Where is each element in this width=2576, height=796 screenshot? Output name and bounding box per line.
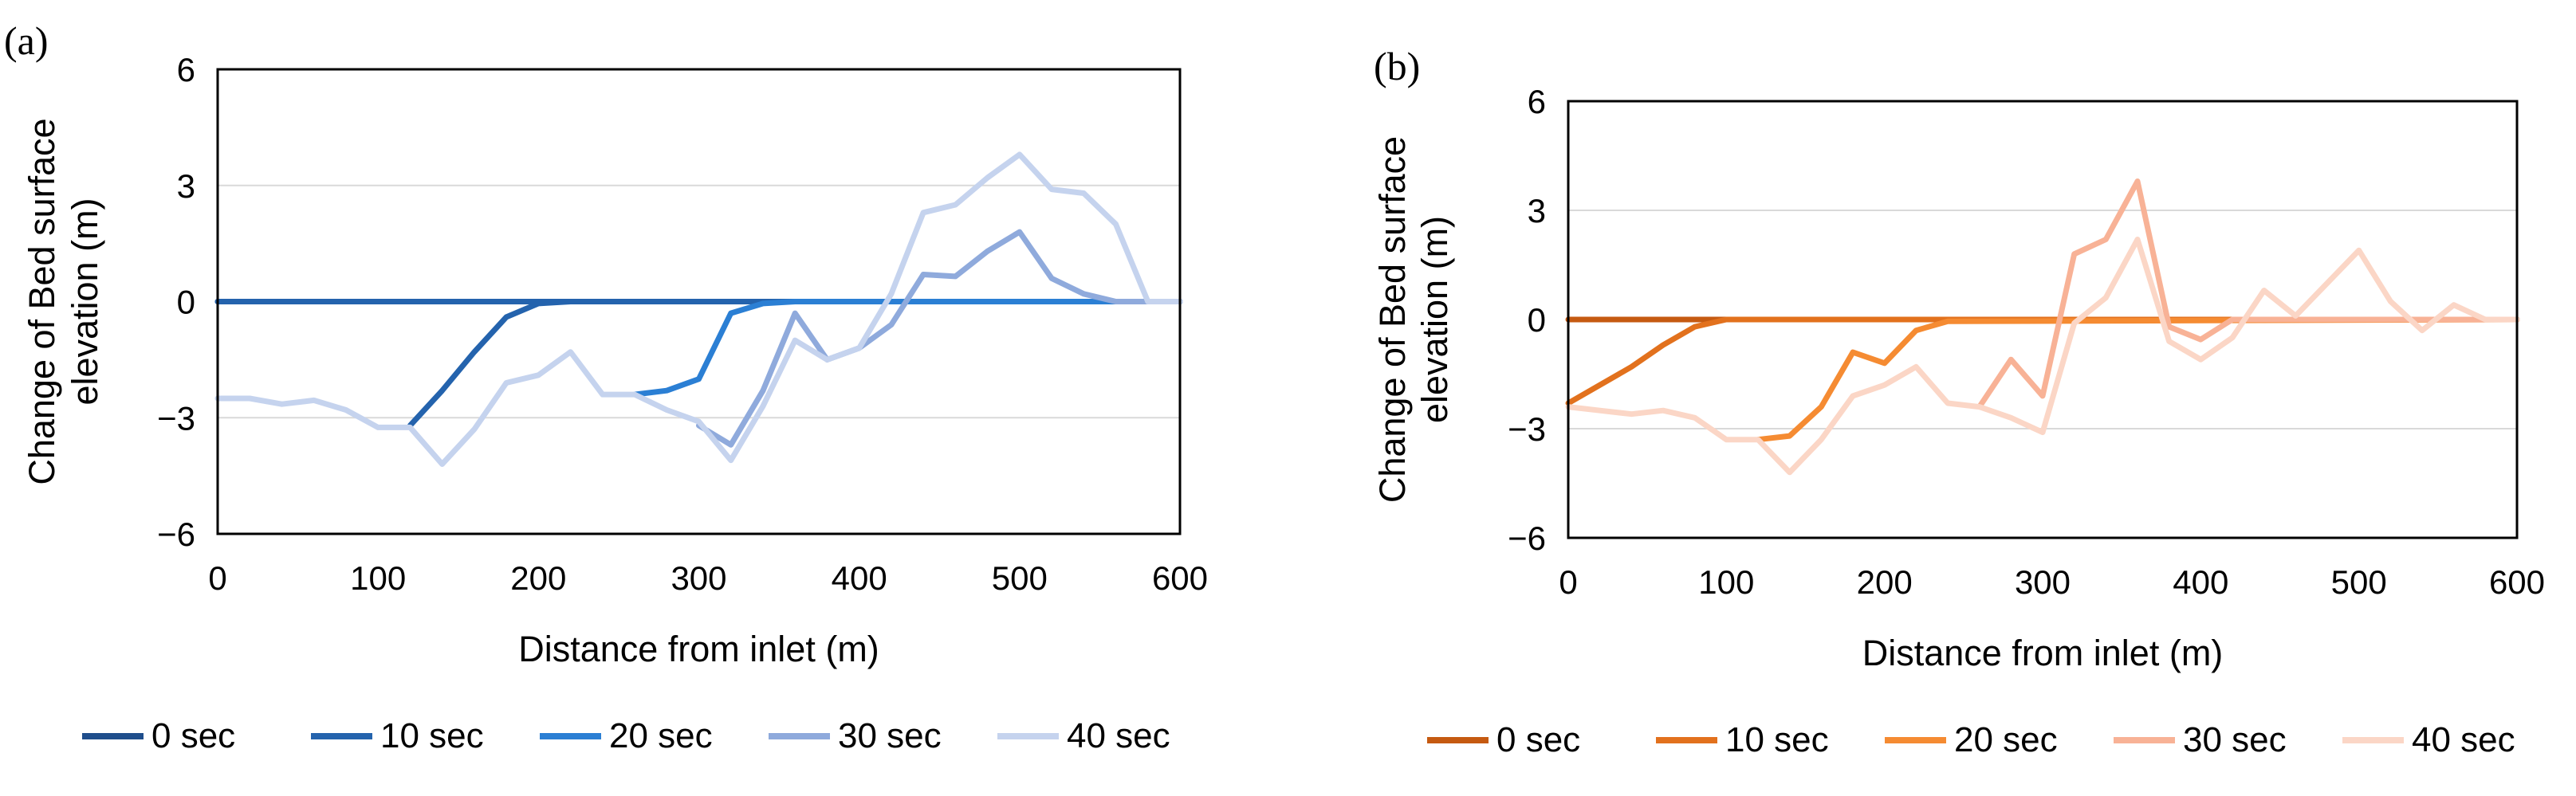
y-tick-label: 6 — [1528, 83, 1546, 120]
legend-label: 30 sec — [2183, 720, 2287, 759]
y-tick-label: 3 — [1528, 192, 1546, 229]
series-line-30-sec — [696, 229, 1183, 448]
y-tick-label: −3 — [157, 399, 195, 437]
plot-frame — [1567, 100, 2519, 539]
x-tick-label: 300 — [2015, 563, 2071, 601]
legend-label: 40 sec — [1067, 716, 1170, 755]
x-tick-label: 0 — [208, 559, 226, 597]
y-tick-label: 6 — [177, 51, 195, 88]
x-tick-label: 500 — [992, 559, 1048, 597]
x-tick-label: 400 — [2173, 563, 2228, 601]
series-line-10-sec — [1565, 316, 2520, 406]
x-tick-label: 600 — [2489, 563, 2545, 601]
series-line-10-sec — [407, 299, 1183, 429]
chart-panel-a: (a) 6 3 0 −3 −6 0 100 200 300 400 500 600 Distance fr… — [4, 18, 1208, 755]
x-tick-label: 200 — [510, 559, 566, 597]
panel-label: (b) — [1374, 44, 1420, 88]
x-tick-label: 100 — [1698, 563, 1754, 601]
plot-frame — [216, 68, 1182, 535]
x-axis-title: Distance from inlet (m) — [1862, 633, 2224, 673]
x-tick-label: 100 — [350, 559, 406, 597]
y-tick-label: −6 — [1508, 520, 1546, 557]
x-tick-label: 0 — [1559, 563, 1577, 601]
x-axis-title: Distance from inlet (m) — [518, 629, 879, 669]
series-line-20-sec — [631, 299, 1183, 398]
x-tick-label: 500 — [2331, 563, 2387, 601]
y-axis-title: Change of Bed surface — [22, 118, 62, 484]
series-line-40-sec — [1565, 237, 2520, 476]
y-tick-label: 3 — [177, 167, 195, 205]
x-tick-label: 600 — [1152, 559, 1208, 597]
series-line-40-sec — [214, 151, 1183, 467]
chart-panel-b: (b) 6 3 0 −3 −6 0 100 200 300 400 500 600 Distance fr… — [1372, 44, 2545, 759]
legend: 0 sec 10 sec 20 sec 30 sec 40 sec — [1427, 720, 2515, 759]
legend-label: 0 sec — [151, 716, 235, 755]
series-line-20-sec — [1755, 316, 2520, 443]
y-axis-title: elevation (m) — [1414, 216, 1455, 423]
y-tick-label: 0 — [1528, 301, 1546, 339]
x-tick-label: 300 — [671, 559, 726, 597]
series-line-30-sec — [1976, 178, 2520, 410]
y-tick-label: −3 — [1508, 410, 1546, 448]
legend-label: 10 sec — [1725, 720, 1829, 759]
legend: 0 sec 10 sec 20 sec 30 sec 40 sec — [82, 716, 1170, 755]
legend-label: 20 sec — [609, 716, 713, 755]
legend-label: 20 sec — [1954, 720, 2058, 759]
legend-label: 30 sec — [838, 716, 942, 755]
y-tick-label: 0 — [177, 284, 195, 321]
legend-label: 40 sec — [2412, 720, 2515, 759]
y-tick-label: −6 — [157, 516, 195, 553]
x-tick-label: 400 — [832, 559, 887, 597]
y-axis-title: elevation (m) — [65, 198, 105, 405]
y-axis-title: Change of Bed surface — [1372, 136, 1413, 503]
legend-label: 0 sec — [1496, 720, 1580, 759]
legend-label: 10 sec — [380, 716, 484, 755]
panel-label: (a) — [4, 18, 49, 63]
x-tick-label: 200 — [1857, 563, 1913, 601]
